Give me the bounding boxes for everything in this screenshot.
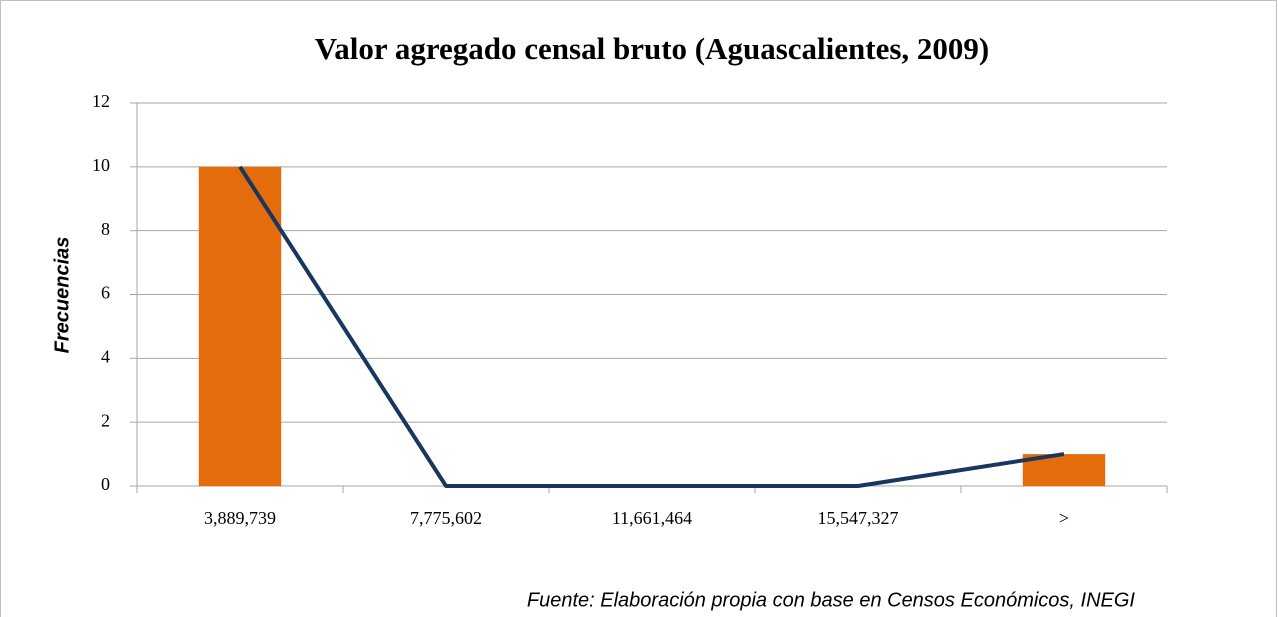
x-tick-label: > xyxy=(1059,508,1069,528)
source-note: Fuente: Elaboración propia con base en C… xyxy=(527,589,1136,611)
chart-title: Valor agregado censal bruto (Aguascalien… xyxy=(315,31,990,66)
y-tick-label: 10 xyxy=(92,155,110,175)
y-tick-label: 0 xyxy=(101,474,110,494)
x-tick-label: 11,661,464 xyxy=(612,508,692,528)
x-tick-label: 3,889,739 xyxy=(204,508,276,528)
bar xyxy=(198,166,282,487)
x-tick-label: 7,775,602 xyxy=(410,508,482,528)
y-tick-label: 8 xyxy=(101,219,110,239)
y-tick-label: 12 xyxy=(92,91,110,111)
y-tick-label: 2 xyxy=(101,410,110,430)
y-tick-label: 4 xyxy=(101,346,110,366)
x-tick-label: 15,547,327 xyxy=(818,508,899,528)
y-tick-label: 6 xyxy=(101,283,110,303)
line xyxy=(238,165,1065,488)
y-axis-label: Frecuencias xyxy=(51,237,73,354)
